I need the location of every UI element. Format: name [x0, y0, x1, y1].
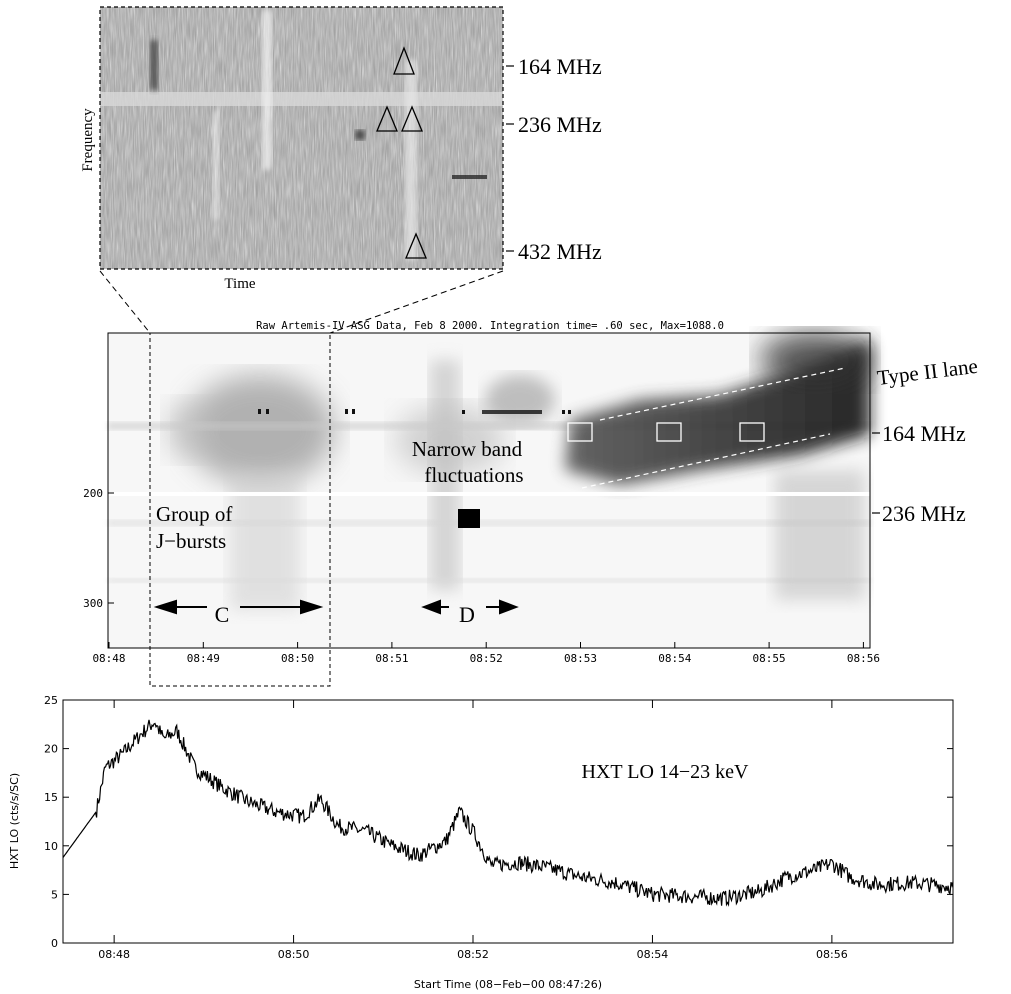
narrow-band-label: fluctuations: [424, 463, 523, 487]
inset-freq-label: 164 MHz: [518, 54, 602, 79]
spectrum-gap: [108, 492, 870, 496]
hxt-xticks: 08:48 08:50 08:52 08:54 08:56: [98, 700, 848, 961]
hxt-ytick-label: 10: [44, 840, 58, 853]
region-d-label: D: [459, 602, 475, 627]
hxt-frame: [62, 699, 954, 944]
hxt-series-line: [62, 719, 954, 907]
hxt-xtick-label: 08:50: [278, 948, 310, 961]
spectrum-xtick-label: 08:50: [281, 652, 314, 665]
j-bursts-label: Group of: [156, 502, 232, 526]
spectrum-xtick-label: 08:53: [564, 652, 597, 665]
inset-xlabel: Time: [224, 276, 255, 292]
triangle-marker: [393, 46, 415, 75]
hxt-ytick-label: 15: [44, 791, 58, 804]
zoom-connectors: [99, 270, 504, 334]
hxt-xtick-label: 08:52: [457, 948, 489, 961]
spectrum-xtick-label: 08:51: [375, 652, 408, 665]
hxt-xtick-label: 08:56: [816, 948, 848, 961]
white-box: [739, 422, 765, 442]
spectrum-ytick: 200: [83, 487, 103, 500]
type-ii-label: Type II lane: [876, 354, 979, 390]
white-boxes: [567, 422, 765, 442]
hxt-xtick-label: 08:48: [98, 948, 130, 961]
region-c-arrow: [153, 599, 324, 615]
inset-freq-label: 432 MHz: [518, 239, 602, 264]
region-c-box: [149, 332, 331, 687]
inset-noise-texture: [100, 7, 503, 269]
region-c-label: C: [215, 602, 230, 627]
inset-ylabel: Frequency: [80, 108, 96, 172]
white-box: [567, 422, 593, 442]
hxt-ytick-label: 20: [44, 743, 58, 756]
inset-panel: 164 MHz 236 MHz 432 MHz Time Frequency: [80, 6, 602, 292]
hxt-ytick-label: 5: [51, 888, 58, 901]
spectrum-frame: [107, 332, 871, 649]
spectrum-xtick-label: 08:48: [92, 652, 125, 665]
inset-bright-band: [100, 92, 503, 106]
spectrum-title: Raw Artemis-IV ASG Data, Feb 8 2000. Int…: [256, 320, 724, 332]
hxt-ytick-label: 0: [51, 937, 58, 950]
inset-streaks: [150, 10, 487, 260]
spectrum-xtick-label: 08:54: [658, 652, 691, 665]
spectrum-xtick-label: 08:55: [753, 652, 786, 665]
type-ii-boundaries: [581, 367, 846, 489]
white-box: [656, 422, 682, 442]
triangle-marker: [376, 105, 398, 132]
hxt-xtick-label: 08:54: [637, 948, 669, 961]
spectrum-xticks: 08:48 08:49 08:50 08:51 08:52 08:53 08:54 08:55…: [92, 642, 880, 665]
j-bursts-label: J−bursts: [156, 529, 226, 553]
triangle-marker: [401, 105, 423, 132]
hxt-panel: 0 5 10 15 20 25 08:48 08:50 08:52 08:54 08:56 HXT…: [8, 694, 954, 991]
hxt-ytick-label: 25: [44, 694, 58, 707]
triangle-marker: [405, 232, 427, 259]
inset-dashed-frame: [99, 6, 504, 270]
spectrum-freq-label: 236 MHz: [882, 501, 966, 526]
hxt-xlabel: Start Time (08−Feb−00 08:47:26): [414, 978, 602, 991]
inset-freq-label: 236 MHz: [518, 112, 602, 137]
spectrum-freq-label: 164 MHz: [882, 421, 966, 446]
spectrum-background: [108, 333, 870, 648]
spectrum-ytick: 300: [83, 597, 103, 610]
spectrum-xtick-label: 08:52: [470, 652, 503, 665]
hxt-ylabel: HXT LO (cts/s/SC): [8, 773, 21, 869]
spectrum-panel: Raw Artemis-IV ASG Data, Feb 8 2000. Int…: [83, 320, 979, 687]
narrow-band-label: Narrow band: [412, 437, 523, 461]
inset-triangles: [376, 46, 427, 259]
hxt-yticks: 0 5 10 15 20 25: [44, 694, 953, 950]
spectrum-xtick-label: 08:56: [847, 652, 880, 665]
marker-square: [458, 509, 480, 528]
region-d-arrow: [421, 599, 519, 615]
hxt-legend-label: HXT LO 14−23 keV: [581, 761, 749, 783]
spectrum-xtick-label: 08:49: [187, 652, 220, 665]
